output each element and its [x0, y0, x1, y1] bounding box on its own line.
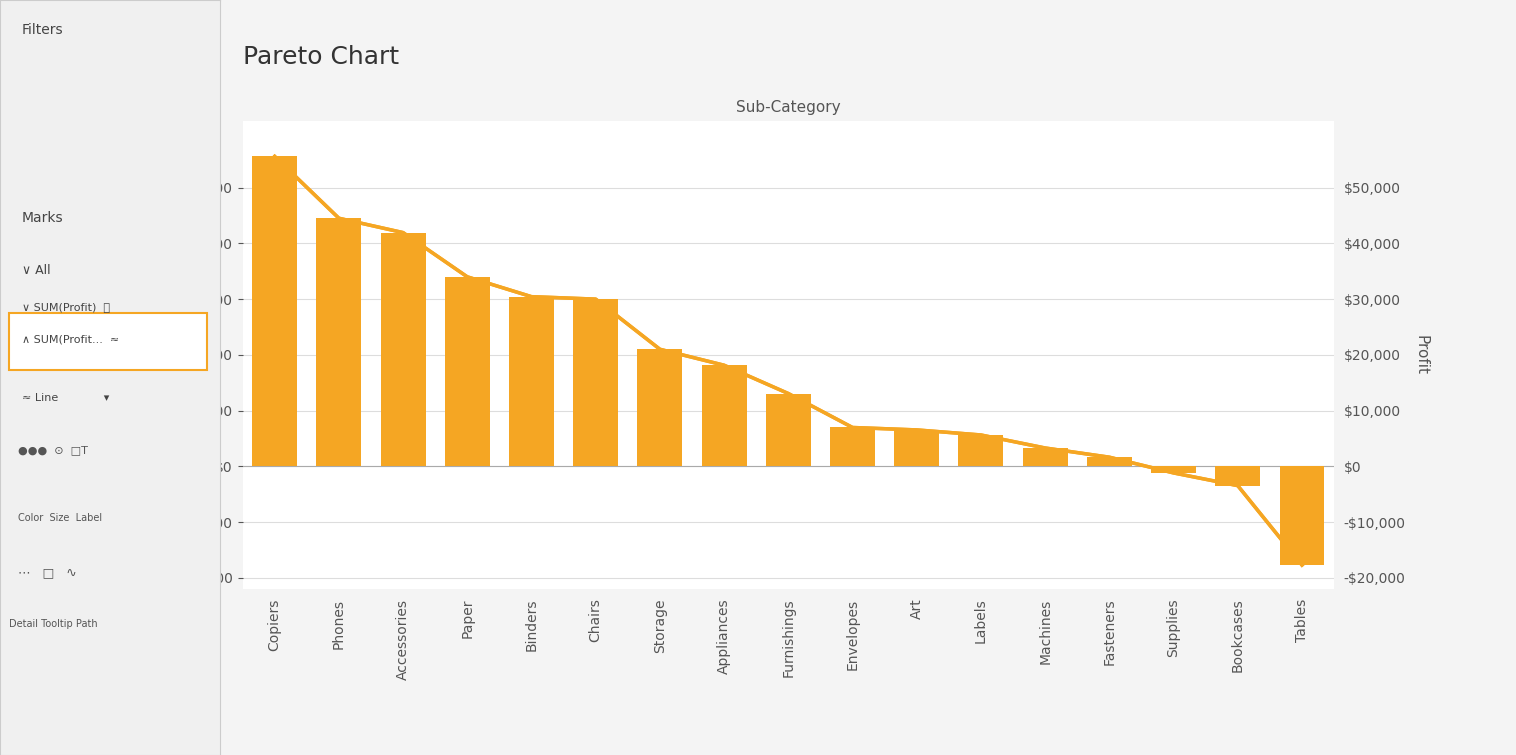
Bar: [1151, 467, 1196, 473]
Bar: [444, 277, 490, 467]
Bar: [637, 350, 682, 467]
Y-axis label: Profit: Profit: [1413, 335, 1428, 374]
Bar: [894, 430, 940, 467]
Y-axis label: Profit: Profit: [144, 335, 159, 374]
Text: Detail Tooltip Path: Detail Tooltip Path: [9, 619, 97, 629]
Bar: [1216, 467, 1260, 485]
Bar: [702, 365, 746, 467]
Text: ●●●  ⊙  □T: ●●● ⊙ □T: [18, 445, 88, 455]
Text: Pareto Chart: Pareto Chart: [243, 45, 399, 69]
Bar: [252, 156, 297, 467]
Text: ∨ All: ∨ All: [21, 264, 50, 277]
Text: ∧ SUM(Profit...  ≈: ∧ SUM(Profit... ≈: [21, 334, 120, 345]
Text: Color  Size  Label: Color Size Label: [18, 513, 102, 523]
Bar: [766, 393, 811, 467]
Bar: [1087, 458, 1132, 467]
FancyBboxPatch shape: [9, 313, 206, 370]
Bar: [317, 218, 361, 467]
Text: Filters: Filters: [21, 23, 64, 37]
Title: Sub-Category: Sub-Category: [735, 100, 841, 116]
Bar: [509, 297, 553, 467]
Bar: [573, 299, 619, 467]
Text: Marks: Marks: [21, 211, 64, 226]
Text: ≈ Line             ▾: ≈ Line ▾: [21, 393, 109, 402]
Bar: [831, 427, 875, 467]
Bar: [1280, 467, 1325, 565]
Bar: [381, 233, 426, 467]
Bar: [1023, 448, 1067, 467]
Text: ∨ SUM(Profit)  📊: ∨ SUM(Profit) 📊: [21, 302, 111, 312]
Bar: [958, 435, 1004, 467]
Text: ⋯   □   ∿: ⋯ □ ∿: [18, 566, 76, 579]
